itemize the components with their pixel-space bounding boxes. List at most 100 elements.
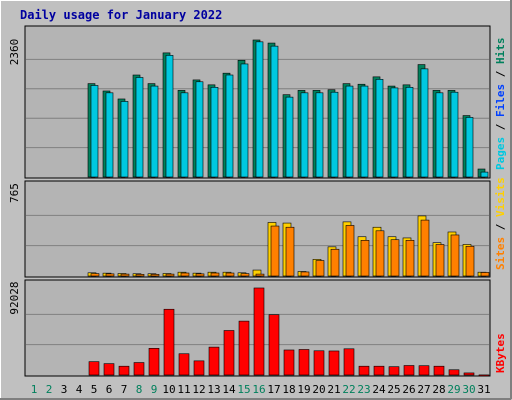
sites-bar bbox=[225, 272, 235, 277]
sites-bar bbox=[150, 274, 160, 277]
middle-panel-ylabel: Sites / Visits bbox=[494, 177, 507, 270]
kbytes-bar bbox=[148, 348, 160, 376]
sites-bar bbox=[330, 248, 340, 277]
legend-pages: Pages bbox=[494, 137, 507, 170]
sites-bar bbox=[165, 273, 175, 277]
sites-bar bbox=[300, 271, 310, 277]
day-label: 25 bbox=[387, 383, 400, 396]
kbytes-bar bbox=[418, 365, 430, 376]
pages-bar bbox=[405, 86, 414, 178]
sites-bar bbox=[90, 273, 100, 277]
day-label: 20 bbox=[312, 383, 325, 396]
day-label: 4 bbox=[76, 383, 83, 396]
day-label: 6 bbox=[106, 383, 113, 396]
sites-bar bbox=[465, 245, 475, 277]
pages-bar bbox=[180, 92, 189, 178]
day-label: 21 bbox=[327, 383, 340, 396]
pages-bar bbox=[120, 101, 129, 178]
kbytes-bar bbox=[343, 348, 355, 376]
day-label: 12 bbox=[192, 383, 205, 396]
x-axis-day-labels: 1 2 3 4 5 6 7 8 9 10 11 12 13 14 15 16 17 18 19 20 21 22 23 24 2… bbox=[31, 383, 491, 396]
pages-bar bbox=[165, 55, 174, 178]
day-label: 23 bbox=[357, 383, 370, 396]
sites-bar bbox=[285, 226, 295, 277]
sites-bar bbox=[255, 273, 265, 277]
pages-bar bbox=[135, 77, 144, 178]
sites-bar bbox=[195, 273, 205, 277]
kbytes-bar bbox=[328, 350, 340, 376]
pages-bar bbox=[300, 92, 309, 178]
kbytes-bar bbox=[403, 365, 415, 376]
kbytes-bar bbox=[463, 372, 475, 376]
kbytes-bar bbox=[313, 350, 325, 376]
sites-bar bbox=[120, 273, 130, 277]
day-label: 16 bbox=[252, 383, 265, 396]
sites-bar bbox=[390, 239, 400, 277]
kbytes-bar bbox=[268, 314, 280, 376]
day-label: 19 bbox=[297, 383, 310, 396]
middle-ymax-label: 765 bbox=[8, 183, 21, 203]
sites-bar bbox=[375, 230, 385, 277]
kbytes-bar bbox=[193, 360, 205, 376]
pages-bar bbox=[315, 92, 324, 178]
day-label: 13 bbox=[207, 383, 220, 396]
day-label: 1 bbox=[31, 383, 38, 396]
pages-bar bbox=[450, 91, 459, 178]
day-label: 3 bbox=[61, 383, 68, 396]
pages-bar bbox=[90, 85, 99, 178]
day-label: 5 bbox=[91, 383, 98, 396]
pages-bar bbox=[225, 74, 234, 178]
kbytes-bar bbox=[163, 308, 175, 376]
kbytes-bar bbox=[478, 374, 490, 377]
pages-bar bbox=[330, 91, 339, 178]
pages-bar bbox=[375, 79, 384, 178]
kbytes-bar bbox=[448, 369, 460, 376]
legend-separator: / bbox=[494, 64, 507, 84]
kbytes-bar bbox=[238, 320, 250, 376]
day-label: 28 bbox=[432, 383, 445, 396]
pages-bar bbox=[270, 45, 279, 178]
pages-bar bbox=[480, 171, 489, 178]
pages-bar bbox=[195, 81, 204, 178]
day-label: 8 bbox=[136, 383, 143, 396]
sites-bar bbox=[210, 272, 220, 277]
pages-bar bbox=[465, 117, 474, 178]
kbytes-bar bbox=[373, 365, 385, 376]
top-ymax-label: 2360 bbox=[8, 39, 21, 66]
sites-bar bbox=[345, 225, 355, 277]
pages-bar bbox=[345, 85, 354, 178]
day-label: 26 bbox=[402, 383, 415, 396]
pages-bar bbox=[105, 92, 114, 178]
kbytes-bar bbox=[103, 363, 115, 376]
pages-bar bbox=[420, 68, 429, 178]
day-label: 9 bbox=[151, 383, 158, 396]
legend-hits: Hits bbox=[494, 38, 507, 65]
kbytes-bar bbox=[283, 349, 295, 376]
pages-bar bbox=[360, 85, 369, 178]
day-label: 15 bbox=[237, 383, 250, 396]
sites-bar bbox=[480, 272, 490, 277]
day-label: 14 bbox=[222, 383, 236, 396]
kbytes-bar bbox=[433, 365, 445, 376]
legend-sites: Sites bbox=[494, 237, 507, 270]
sites-bar bbox=[105, 273, 115, 277]
top-panel-ylabel: Pages / Files / Hits bbox=[494, 38, 507, 171]
legend-kbytes: KBytes bbox=[494, 333, 507, 373]
legend-separator: / bbox=[494, 117, 507, 137]
day-label: 17 bbox=[267, 383, 280, 396]
day-label: 29 bbox=[447, 383, 460, 396]
sites-bar bbox=[450, 234, 460, 277]
day-label: 24 bbox=[372, 383, 386, 396]
kbytes-bar bbox=[253, 287, 265, 376]
sites-bar bbox=[405, 240, 415, 277]
day-label: 10 bbox=[162, 383, 175, 396]
kbytes-bar bbox=[358, 365, 370, 376]
pages-bar bbox=[210, 86, 219, 178]
pages-bar bbox=[150, 85, 159, 178]
legend-separator: / bbox=[494, 217, 507, 237]
sites-bar bbox=[435, 244, 445, 277]
kbytes-bar bbox=[223, 330, 235, 376]
day-label: 11 bbox=[177, 383, 190, 396]
pages-bar bbox=[240, 63, 249, 178]
